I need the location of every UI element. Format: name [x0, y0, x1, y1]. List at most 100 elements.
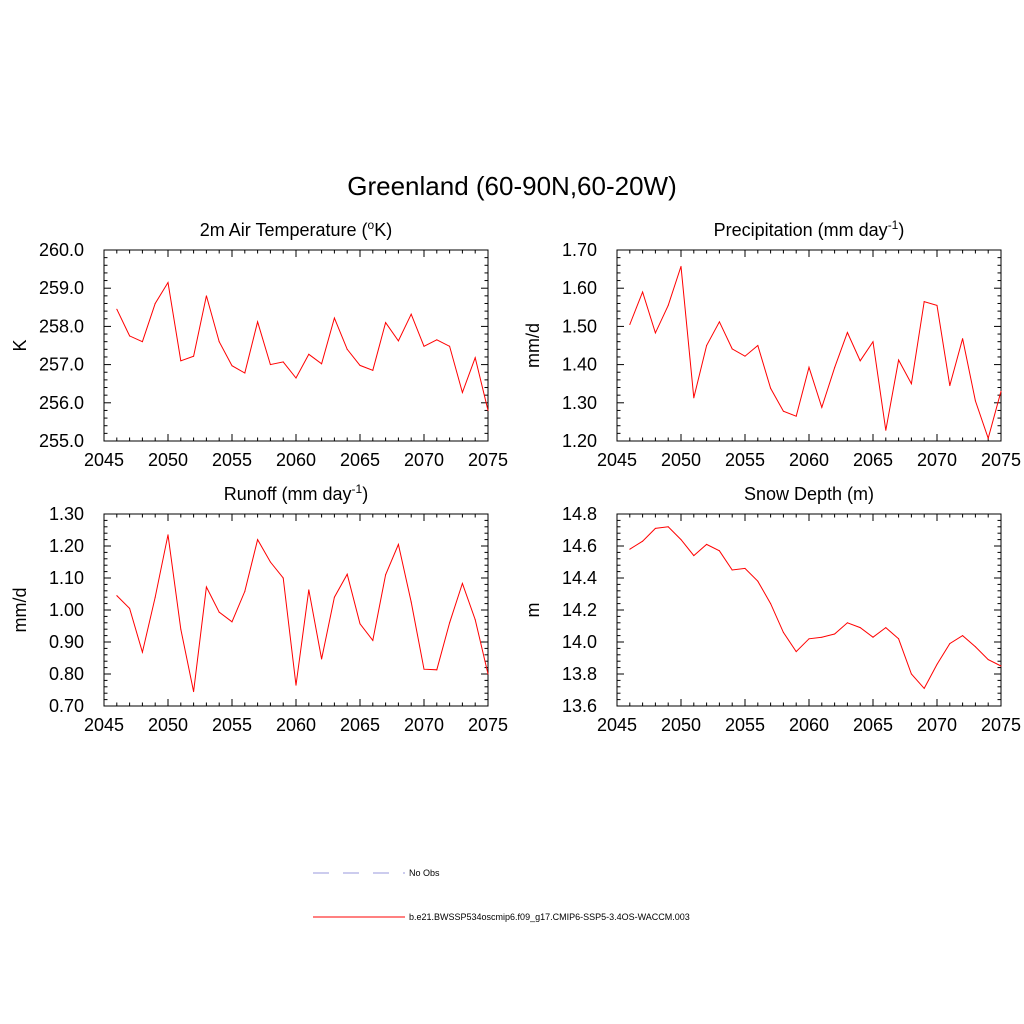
data-point	[872, 341, 874, 343]
data-point	[808, 638, 810, 640]
data-point	[859, 360, 861, 362]
data-point	[974, 646, 976, 648]
data-point	[180, 628, 182, 630]
series-line	[116, 534, 489, 692]
data-point	[936, 304, 938, 306]
data-point	[282, 577, 284, 579]
data-point	[782, 631, 784, 633]
x-tick-label: 2055	[212, 450, 252, 470]
data-point	[346, 573, 348, 575]
data-point	[167, 281, 169, 283]
data-point	[757, 345, 759, 346]
panel-3: Runoff (mm day-1) mm/d 2045 2050 2055 2060 206…	[10, 482, 508, 735]
data-point	[193, 691, 195, 693]
legend-label-1: No Obs	[409, 868, 440, 878]
data-point	[846, 622, 848, 624]
y-tick-label: 259.0	[39, 278, 84, 298]
data-point	[295, 684, 297, 686]
data-point	[359, 364, 361, 366]
data-point	[718, 550, 720, 552]
data-point	[333, 596, 335, 598]
x-tick-label: 2075	[981, 450, 1021, 470]
data-point	[449, 622, 451, 624]
data-point	[706, 345, 708, 346]
panel-1: 2m Air Temperature (oK) K 2045 2050 2055 2060…	[10, 218, 508, 470]
data-point	[629, 323, 631, 325]
y-tick-label: 14.6	[562, 536, 597, 556]
y-tick-label: 13.8	[562, 664, 597, 684]
series-line	[116, 281, 489, 411]
data-point	[834, 633, 836, 635]
panel-2: Precipitation (mm day-1) mm/d 2045 2050 2055…	[523, 218, 1021, 470]
panel-title: Snow Depth (m)	[744, 484, 874, 504]
data-point	[885, 627, 887, 629]
data-point	[949, 385, 951, 387]
data-point	[1000, 390, 1002, 392]
data-point	[693, 397, 695, 399]
data-point	[385, 574, 387, 576]
x-tick-label: 2065	[340, 715, 380, 735]
x-tick-label: 2065	[853, 450, 893, 470]
data-point	[706, 543, 708, 545]
data-point	[898, 359, 900, 361]
x-tick-label: 2045	[597, 450, 637, 470]
y-tick-label: 1.10	[49, 568, 84, 588]
data-point	[987, 437, 989, 439]
y-tick-label: 0.80	[49, 664, 84, 684]
data-point	[397, 340, 399, 342]
data-point	[808, 366, 810, 368]
y-tick-label: 1.20	[49, 536, 84, 556]
data-point	[372, 369, 374, 371]
y-tick-label: 258.0	[39, 316, 84, 336]
data-point	[167, 534, 169, 536]
data-point	[461, 391, 463, 393]
data-point	[410, 313, 412, 315]
y-tick-label: 14.2	[562, 600, 597, 620]
x-tick-label: 2070	[404, 715, 444, 735]
data-point	[680, 265, 682, 267]
y-tick-label: 1.50	[562, 316, 597, 336]
y-axis-label: mm/d	[10, 588, 30, 633]
plot-frame	[103, 249, 489, 442]
data-point	[795, 651, 797, 653]
data-point	[667, 526, 669, 528]
data-point	[859, 627, 861, 629]
data-point	[474, 357, 476, 359]
data-point	[654, 527, 656, 529]
series-line	[629, 266, 1002, 441]
figure-title: Greenland (60-90N,60-20W)	[347, 171, 677, 201]
data-point	[129, 335, 131, 337]
data-point	[936, 663, 938, 665]
data-point	[487, 409, 489, 411]
y-tick-label: 14.4	[562, 568, 597, 588]
x-tick-label: 2060	[276, 450, 316, 470]
x-tick-label: 2050	[661, 715, 701, 735]
data-point	[321, 658, 323, 660]
data-point	[834, 367, 836, 369]
x-tick-label: 2075	[468, 715, 508, 735]
data-point	[744, 355, 746, 357]
plot-frame	[616, 513, 1002, 707]
data-point	[269, 364, 271, 366]
y-tick-label: 0.90	[49, 632, 84, 652]
x-tick-label: 2065	[340, 450, 380, 470]
data-point	[898, 638, 900, 640]
data-point	[257, 321, 259, 323]
data-point	[410, 601, 412, 603]
data-point	[154, 302, 156, 304]
data-point	[308, 589, 310, 591]
data-point	[244, 372, 246, 374]
x-tick-label: 2075	[981, 715, 1021, 735]
y-tick-label: 0.70	[49, 696, 84, 716]
x-tick-label: 2055	[212, 715, 252, 735]
data-point	[782, 410, 784, 412]
data-point	[436, 669, 438, 671]
data-point	[244, 590, 246, 592]
data-point	[308, 353, 310, 355]
y-tick-label: 260.0	[39, 240, 84, 260]
data-point	[385, 322, 387, 324]
x-tick-label: 2045	[597, 715, 637, 735]
y-tick-label: 1.30	[49, 504, 84, 524]
data-point	[987, 659, 989, 661]
data-point	[321, 363, 323, 365]
